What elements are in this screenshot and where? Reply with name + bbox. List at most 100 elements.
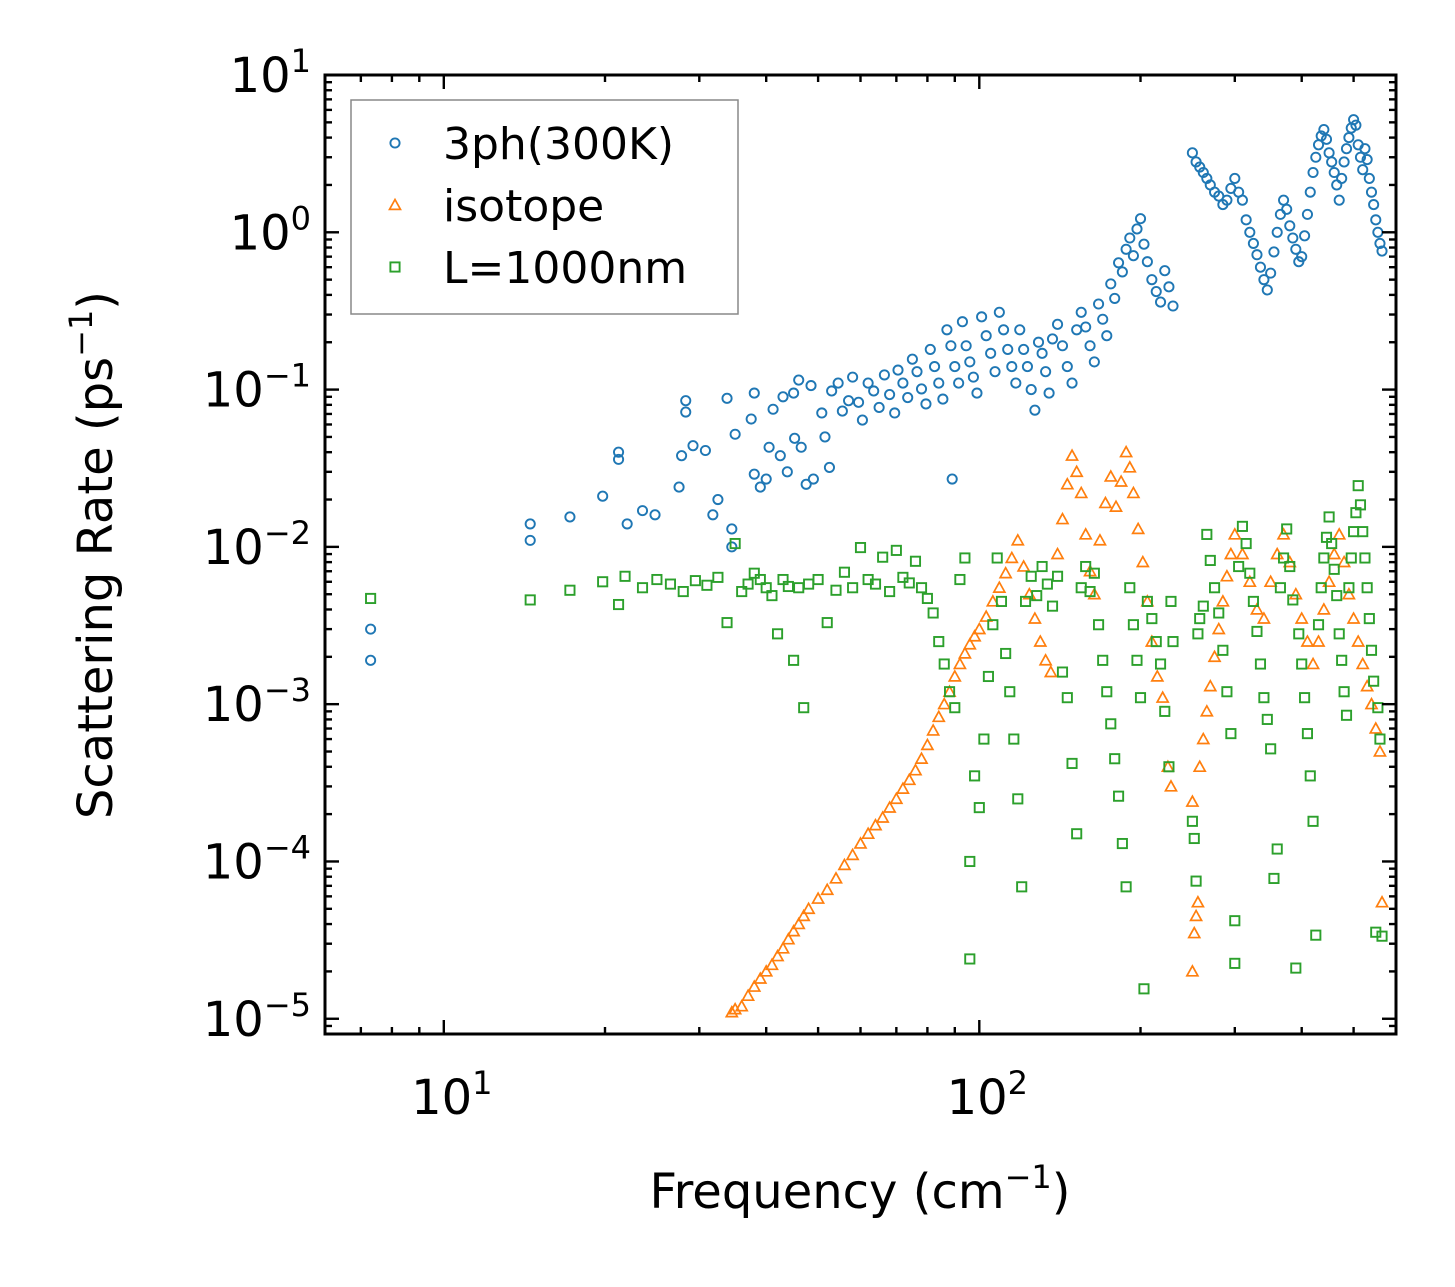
data-point <box>829 871 843 884</box>
data-point <box>1124 582 1136 594</box>
data-point <box>1333 194 1345 206</box>
data-point <box>1372 702 1384 714</box>
data-point <box>847 582 859 594</box>
x-tick-labels: 101 102 <box>411 1064 1028 1126</box>
data-point <box>956 316 968 328</box>
data-point <box>908 763 923 776</box>
data-point <box>982 670 994 683</box>
data-point <box>745 413 757 425</box>
data-point <box>788 654 800 666</box>
data-point <box>782 580 794 593</box>
data-point <box>1052 570 1064 582</box>
data-point <box>873 401 885 413</box>
tick-label-base: 10 <box>230 48 291 104</box>
data-point <box>796 908 811 922</box>
data-point <box>613 446 625 458</box>
data-point <box>952 656 967 670</box>
data-point <box>1119 444 1134 458</box>
data-point <box>1254 261 1267 273</box>
data-point <box>1159 265 1171 277</box>
data-point <box>1240 537 1252 550</box>
data-point <box>1075 306 1087 318</box>
data-point <box>1093 298 1105 310</box>
data-point <box>1296 251 1308 263</box>
data-point <box>1307 815 1319 827</box>
data-point <box>1043 664 1058 678</box>
data-point <box>1120 881 1132 893</box>
data-point <box>971 387 983 399</box>
data-point <box>927 607 939 619</box>
data-point <box>902 391 914 404</box>
data-point <box>998 324 1010 336</box>
data-point <box>1103 469 1118 482</box>
data-point <box>1363 613 1375 625</box>
data-point <box>1093 619 1105 631</box>
y-tick-label: 10−3 <box>203 671 311 733</box>
data-point <box>1010 533 1025 546</box>
data-point <box>1332 527 1347 540</box>
data-point <box>1287 232 1299 244</box>
data-point <box>687 440 699 452</box>
data-point <box>1338 156 1350 168</box>
data-point <box>776 941 790 954</box>
x-axis-label-main: Frequency (cm <box>649 1164 1004 1220</box>
data-point <box>1131 521 1146 535</box>
data-point <box>964 855 976 868</box>
data-point <box>1074 485 1089 499</box>
y-axis-label-close: ) <box>68 291 124 310</box>
data-point <box>1069 464 1084 478</box>
data-point <box>636 505 649 517</box>
data-point <box>973 802 985 814</box>
data-point <box>1138 983 1150 995</box>
data-point <box>1167 636 1179 648</box>
data-point <box>1242 574 1257 588</box>
data-point <box>967 371 979 383</box>
data-point <box>365 654 377 666</box>
plot-frame <box>323 73 1398 1036</box>
data-point <box>1134 213 1147 225</box>
data-point <box>1165 595 1177 607</box>
data-point <box>915 383 928 395</box>
data-point <box>753 971 768 984</box>
data-point <box>1343 582 1355 594</box>
data-point <box>838 566 851 578</box>
data-point <box>903 577 915 589</box>
data-point <box>1018 343 1030 355</box>
data-point <box>1150 286 1162 298</box>
data-point <box>365 592 377 605</box>
data-point <box>1219 569 1234 582</box>
data-point <box>1088 356 1100 368</box>
x-axis-label: Frequency (cm−1) <box>649 1158 1070 1220</box>
data-point <box>1361 582 1373 594</box>
data-point <box>1138 238 1150 250</box>
data-point <box>1258 274 1270 286</box>
data-point <box>884 388 896 401</box>
data-point <box>1354 499 1367 511</box>
data-point <box>869 578 882 590</box>
data-point <box>736 585 748 598</box>
data-point <box>861 826 876 840</box>
legend-label: 3ph(300K) <box>443 119 674 170</box>
x-tick-label: 102 <box>947 1064 1028 1126</box>
data-point <box>649 509 661 521</box>
data-point <box>712 493 724 506</box>
data-point <box>613 598 625 611</box>
data-point <box>1359 143 1371 155</box>
data-point <box>1374 237 1386 249</box>
data-point <box>1031 590 1043 602</box>
data-point <box>1336 654 1348 666</box>
data-point <box>1299 692 1311 704</box>
data-point <box>766 590 778 602</box>
data-point <box>1247 237 1259 249</box>
data-point <box>1318 552 1330 564</box>
data-point <box>1163 281 1175 293</box>
data-point <box>726 523 738 535</box>
data-point <box>1124 232 1136 244</box>
data-point <box>920 398 932 410</box>
data-point <box>1066 757 1078 769</box>
data-point <box>1268 246 1280 258</box>
data-point <box>1019 595 1032 607</box>
data-point <box>1150 669 1165 682</box>
data-point <box>877 551 889 563</box>
